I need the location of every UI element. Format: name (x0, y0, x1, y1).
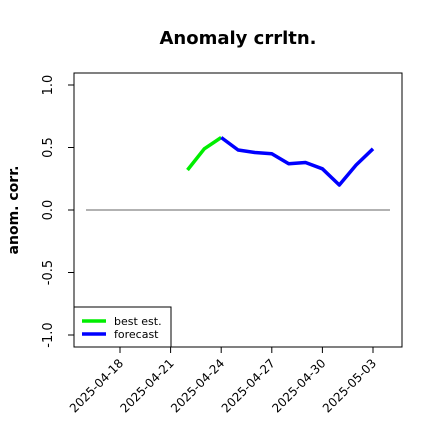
chart-title: Anomaly crrltn. (159, 28, 316, 49)
y-tick-label-0: -1.0 (41, 322, 56, 347)
legend: best est.forecast (73, 306, 172, 348)
x-axis: 2025-04-182025-04-212025-04-242025-04-27… (67, 347, 379, 415)
series-line-0 (186, 136, 223, 172)
legend-label-0: best est. (114, 315, 162, 328)
y-axis: -1.0 -0.5 0.0 0.5 1.0 (41, 75, 74, 348)
y-tick-label-1: -0.5 (41, 260, 56, 285)
legend-label-1: forecast (114, 328, 159, 341)
series-line-1 (220, 136, 375, 187)
y-axis-label: anom. corr. (6, 166, 22, 255)
y-tick-label-3: 0.5 (41, 137, 56, 158)
legend-box (73, 306, 172, 348)
y-tick-label-2: 0.0 (41, 200, 56, 221)
x-tick-label-5: 2025-05-03 (320, 356, 379, 415)
series-layer (186, 136, 375, 187)
y-tick-label-4: 1.0 (41, 75, 56, 96)
